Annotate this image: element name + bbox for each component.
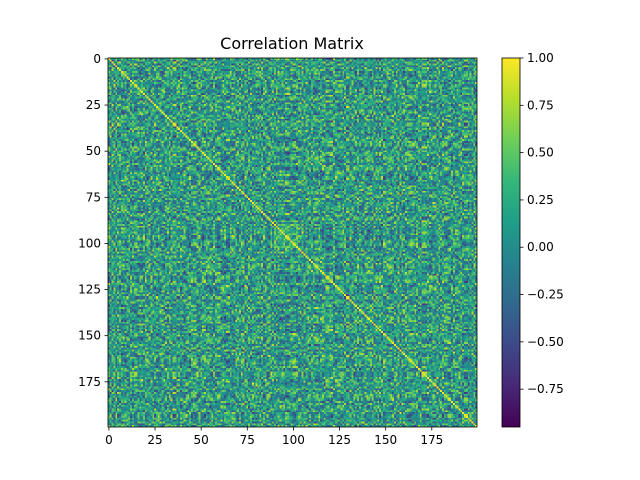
- colorbar-tick-label: 0.25: [527, 193, 554, 207]
- y-tick-label: 100: [78, 236, 101, 250]
- colorbar-fill: [502, 58, 520, 427]
- chart-title: Correlation Matrix: [220, 34, 364, 53]
- colorbar-tick-label: 0.75: [527, 98, 554, 112]
- x-tick-label: 175: [420, 433, 443, 447]
- x-tick-label: 100: [282, 433, 305, 447]
- y-tick-label: 0: [93, 52, 101, 66]
- y-tick-label: 50: [86, 144, 101, 158]
- heatmap-canvas: [108, 58, 477, 427]
- colorbar-frame: [501, 57, 521, 428]
- x-tick-label: 75: [240, 433, 255, 447]
- y-tick-label: 75: [86, 190, 101, 204]
- y-axis: 0 25 50 75 100 125 150 175: [78, 52, 108, 389]
- colorbar-axis: 1.00 0.75 0.50 0.25 0.00 −0.25 −0.50 −0.75: [520, 51, 564, 396]
- colorbar-tick-label: 0.00: [527, 240, 554, 254]
- heatmap-plot-area: [107, 57, 478, 428]
- colorbar-tick-label: −0.75: [527, 382, 564, 396]
- colorbar-tick-label: −0.25: [527, 288, 564, 302]
- x-axis: 0 25 50 75 100 125 150 175: [105, 427, 443, 447]
- y-tick-label: 125: [78, 283, 101, 297]
- x-tick-label: 0: [105, 433, 113, 447]
- x-tick-label: 25: [147, 433, 162, 447]
- colorbar-tick-label: −0.50: [527, 335, 564, 349]
- y-tick-label: 175: [78, 375, 101, 389]
- colorbar-tick-label: 1.00: [527, 51, 554, 65]
- y-tick-label: 25: [86, 98, 101, 112]
- colorbar: 1.00 0.75 0.50 0.25 0.00 −0.25 −0.50 −0.75: [501, 51, 564, 428]
- plot-frame: [107, 57, 478, 428]
- x-tick-label: 150: [374, 433, 397, 447]
- y-tick-label: 150: [78, 329, 101, 343]
- colorbar-tick-label: 0.50: [527, 146, 554, 160]
- x-tick-label: 125: [328, 433, 351, 447]
- heatmap-cells: [108, 58, 477, 427]
- x-tick-label: 50: [194, 433, 209, 447]
